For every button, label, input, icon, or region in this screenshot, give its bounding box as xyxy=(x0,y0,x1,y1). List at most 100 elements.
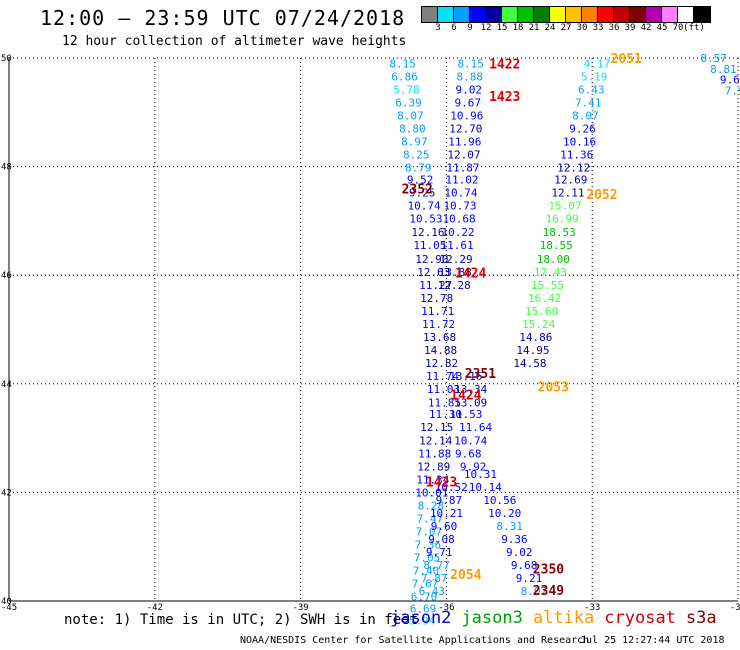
swh-value-altika: 18.53 xyxy=(543,226,576,239)
swh-value-s3a: 10.56 xyxy=(483,494,516,507)
swh-value-jason2: 8.07 xyxy=(397,110,424,123)
swh-value-edge: 8.57 xyxy=(700,52,727,65)
page-subtitle: 12 hour collection of altimeter wave hei… xyxy=(62,34,407,49)
pass-label: 1424 xyxy=(455,266,486,281)
swh-value-jason3: 11.87 xyxy=(446,162,479,175)
swh-value-altika: 4.17 xyxy=(584,57,611,70)
swh-value-jason3: 11.96 xyxy=(448,136,481,149)
swh-value-altika: 16.42 xyxy=(528,292,561,305)
y-tick-label: 48 xyxy=(1,163,12,173)
swh-value-jason2: 7.47 xyxy=(417,512,444,525)
color-swatch xyxy=(646,7,662,22)
pass-label: 2350 xyxy=(533,562,564,577)
swh-value-jason2: 8.28 xyxy=(418,499,445,512)
color-scale-label: 36 xyxy=(608,23,620,33)
color-swatch xyxy=(502,7,518,22)
swh-value-jason3: 10.73 xyxy=(443,200,476,213)
swh-value-s3a: 9.68 xyxy=(511,559,538,572)
swh-value-jason2: 8.25 xyxy=(403,149,430,162)
color-swatch xyxy=(486,7,502,22)
swh-value-jason2: 11.74 xyxy=(426,370,459,383)
swh-value-jason2: 11.72 xyxy=(422,318,455,331)
color-scale-label: 30 xyxy=(576,23,588,33)
swh-value-altika: 8.07 xyxy=(572,110,599,123)
swh-value-jason2: 11.88 xyxy=(418,447,451,460)
swh-value-jason2: 7.05 xyxy=(414,552,441,565)
swh-value-jason3: 11.02 xyxy=(445,174,478,187)
swh-value-jason2: 12.90 xyxy=(415,253,448,266)
swh-value-jason2: 11.34 xyxy=(416,473,449,486)
swh-value-s3a: 11.64 xyxy=(459,421,492,434)
legend-item-altika: altika xyxy=(532,608,595,628)
swh-value-s3a: 10.14 xyxy=(469,481,502,494)
x-tick-label: -45 xyxy=(1,603,17,613)
x-tick-label: -36 xyxy=(438,603,454,613)
color-swatch xyxy=(534,7,550,22)
swh-value-jason2: 10.74 xyxy=(407,200,440,213)
legend-item-jason3: jason3 xyxy=(461,608,523,628)
swh-value-jason2: 12.14 xyxy=(419,434,452,447)
swh-value-jason2: 11.30 xyxy=(429,408,462,421)
legend-item-cryosat: cryosat xyxy=(604,608,676,628)
swh-value-s3a: 8.07 xyxy=(521,585,548,598)
swh-value-jason2: 12.89 xyxy=(417,460,450,473)
color-scale-labels: 3 6 9 12 15 18 21 24 27 30 33 36 39 42 45 70 (ft) xyxy=(421,23,740,35)
swh-value-s3a: 9.92 xyxy=(460,460,487,473)
pass-label: 2052 xyxy=(586,188,617,203)
swh-value-jason2: 14.88 xyxy=(424,344,457,357)
color-scale-label: 45 xyxy=(656,23,668,33)
color-scale-label: 12 xyxy=(480,23,492,33)
swh-value-s3a: 10.31 xyxy=(464,468,497,481)
swh-value-s3a: 10.74 xyxy=(454,434,487,447)
pass-label: 1423 xyxy=(489,90,520,105)
color-scale-label: 6 xyxy=(451,23,457,33)
pass-label: 1423 xyxy=(426,476,457,491)
x-tick-label: -39 xyxy=(292,603,308,613)
swh-value-jason3: 10.22 xyxy=(442,226,475,239)
swh-value-jason2: 11.27 xyxy=(419,279,452,292)
swh-value-jason2: 9.52 xyxy=(407,174,434,187)
color-scale-label: 42 xyxy=(640,23,652,33)
page-title: 12:00 — 23:59 UTC 07/24/2018 xyxy=(40,6,406,30)
swh-value-jason2: 12.16 xyxy=(411,226,444,239)
swh-value-altika: 17.43 xyxy=(534,266,567,279)
color-swatch xyxy=(518,7,534,22)
color-swatch xyxy=(550,7,566,22)
swh-value-s3a: 13.34 xyxy=(454,383,487,396)
swh-value-s3a: 7.87 xyxy=(421,572,448,585)
swh-value-altika: 14.95 xyxy=(516,344,549,357)
swh-value-altika: 15.55 xyxy=(531,279,564,292)
x-tick-label: -30 xyxy=(730,603,740,613)
swh-value-jason3: 12.29 xyxy=(440,253,473,266)
swh-value-s3a: 9.68 xyxy=(455,447,482,460)
swh-value-altika: 14.58 xyxy=(513,357,546,370)
color-swatch xyxy=(454,7,470,22)
pass-label: 2351 xyxy=(465,367,496,382)
swh-value-jason2: 11.85 xyxy=(428,396,461,409)
y-tick-label: 44 xyxy=(1,380,12,390)
swh-value-altika: 11.36 xyxy=(560,149,593,162)
swh-value-jason2: 9.25 xyxy=(409,187,436,200)
swh-value-altika: 12.11 xyxy=(551,187,584,200)
color-scale-label: 18 xyxy=(512,23,524,33)
pass-label: 2352 xyxy=(402,182,433,197)
swh-value-jason2: 8.79 xyxy=(405,162,432,175)
x-tick-label: -33 xyxy=(584,603,600,613)
swh-value-jason2: 7.07 xyxy=(416,525,443,538)
satellite-legend: jason2 jason3 altika cryosat s3a xyxy=(390,608,727,628)
swh-value-s3a: 10.21 xyxy=(430,507,463,520)
swh-value-altika: 18.00 xyxy=(537,253,570,266)
swh-value-s3a: 8.77 xyxy=(423,559,450,572)
color-swatch xyxy=(662,7,678,22)
swh-value-s3a: 9.36 xyxy=(501,533,528,546)
color-swatch xyxy=(470,7,486,22)
color-swatch xyxy=(598,7,614,22)
swh-value-edge: 7.90 xyxy=(725,85,740,98)
swh-value-s3a: 10.20 xyxy=(488,507,521,520)
swh-value-jason3: 13.88 xyxy=(439,266,472,279)
pass-label: 1424 xyxy=(450,389,481,404)
swh-value-s3a: 9.87 xyxy=(436,494,463,507)
color-scale-label: 39 xyxy=(624,23,636,33)
swh-value-jason2: 5.94 xyxy=(409,615,436,628)
